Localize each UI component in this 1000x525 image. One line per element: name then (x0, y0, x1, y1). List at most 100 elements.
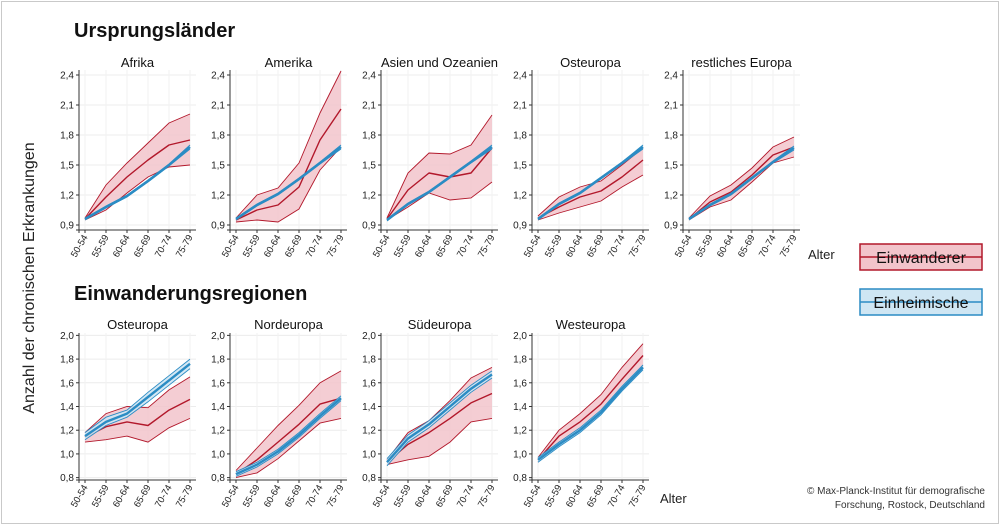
immigrant-band (85, 114, 190, 220)
x-tick-label: 70-74 (606, 233, 628, 260)
y-tick-label: 2,1 (60, 101, 74, 112)
x-tick-label: 75-79 (627, 483, 649, 510)
x-tick-label: 50-54 (220, 483, 242, 510)
immigrant-hi-line (537, 343, 644, 458)
native-lo-line (537, 369, 644, 463)
panel-title: Asien und Ozeanien (381, 55, 498, 70)
x-tick-label: 55-59 (392, 233, 414, 260)
panel-2-4: 0,8 1,0 1,2 1,4 1,6 1,8 2,0 50-54 55-59 60-64 65-6… (513, 317, 649, 510)
y-tick-label: 0,8 (362, 473, 376, 484)
native-line (235, 397, 342, 476)
x-tick-label: 55-59 (694, 233, 716, 260)
immigrant-band (236, 71, 341, 222)
legend-item-native: Einheimische (859, 288, 983, 316)
x-tick-label: 55-59 (543, 233, 565, 260)
x-tick-label: 70-74 (153, 233, 175, 260)
x-tick-label: 60-64 (715, 233, 737, 260)
y-tick-label: 2,4 (60, 71, 74, 82)
y-tick-label: 0,8 (513, 473, 527, 484)
y-tick-label: 1,0 (60, 449, 74, 460)
y-tick-label: 2,0 (362, 331, 376, 342)
native-line (688, 147, 795, 220)
immigrant-line (537, 355, 644, 461)
immigrant-line (386, 392, 493, 463)
native-line (84, 362, 191, 438)
immigrant-lo-line (537, 174, 644, 221)
immigrant-lo-line (386, 417, 493, 466)
immigrant-lo-line (235, 417, 342, 479)
x-tick-label: 50-54 (371, 483, 393, 510)
immigrant-line (84, 398, 191, 438)
y-tick-label: 1,5 (60, 161, 74, 172)
x-tick-label: 50-54 (371, 233, 393, 260)
panel-title: Osteuropa (560, 55, 621, 70)
immigrant-hi-line (386, 114, 493, 219)
credit-line-1: © Max-Planck-Institut für demografische (807, 486, 985, 497)
panel-title: Westeuropa (556, 317, 627, 332)
immigrant-hi-line (84, 113, 191, 219)
panel-title: Osteuropa (107, 317, 168, 332)
x-tick-label: 75-79 (627, 233, 649, 260)
y-tick-label: 1,6 (211, 378, 225, 389)
immigrant-line (235, 397, 342, 475)
y-tick-label: 1,2 (513, 426, 527, 437)
x-axis-label-bottom: Alter (660, 491, 687, 506)
panel-1-3: 0,9 1,2 1,5 1,8 2,1 2,4 50-54 55-59 60-64 65-69 70… (362, 55, 498, 260)
y-tick-label: 1,8 (211, 355, 225, 366)
x-axis-label-top: Alter (808, 247, 835, 262)
y-tick-label: 2,0 (513, 331, 527, 342)
x-tick-label: 65-69 (585, 483, 607, 510)
y-tick-label: 0,9 (513, 221, 527, 232)
immigrant-line (688, 146, 795, 220)
panel-1-4: 0,9 1,2 1,5 1,8 2,1 2,4 50-54 55-59 60-64 65-69 70… (513, 55, 649, 260)
y-tick-label: 2,1 (211, 101, 225, 112)
y-tick-label: 1,8 (362, 131, 376, 142)
y-tick-label: 1,8 (664, 131, 678, 142)
immigrant-lo-line (235, 146, 342, 223)
native-hi-line (537, 364, 644, 458)
x-tick-label: 75-79 (325, 233, 347, 260)
panel-title: Nordeuropa (254, 317, 323, 332)
x-tick-label: 50-54 (220, 233, 242, 260)
y-tick-label: 2,4 (664, 71, 678, 82)
x-tick-label: 65-69 (736, 233, 758, 260)
y-tick-label: 1,2 (60, 191, 74, 202)
section-title: Ursprungsländer (74, 20, 235, 42)
section-title: Einwanderungsregionen (74, 283, 307, 305)
x-tick-label: 50-54 (673, 233, 695, 260)
y-tick-label: 1,2 (60, 426, 74, 437)
credit-line-2: Forschung, Rostock, Deutschland (835, 500, 985, 511)
panel-1-5: 0,9 1,2 1,5 1,8 2,1 2,4 50-54 55-59 60-64 65-69 70… (664, 55, 800, 260)
immigrant-hi-line (235, 70, 342, 219)
x-tick-label: 65-69 (585, 233, 607, 260)
x-tick-label: 75-79 (476, 483, 498, 510)
y-tick-label: 2,1 (513, 101, 527, 112)
y-tick-label: 1,6 (362, 378, 376, 389)
x-tick-label: 55-59 (543, 483, 565, 510)
y-tick-label: 1,2 (513, 191, 527, 202)
x-tick-label: 60-64 (413, 233, 435, 260)
y-tick-label: 1,4 (513, 402, 527, 413)
x-tick-label: 75-79 (174, 483, 196, 510)
legend-item-immigrant: Einwanderer (859, 243, 983, 271)
y-tick-label: 1,5 (362, 161, 376, 172)
native-line (84, 146, 191, 221)
y-tick-label: 2,4 (362, 71, 376, 82)
x-tick-label: 70-74 (304, 483, 326, 510)
panel-title: Afrika (121, 55, 155, 70)
x-tick-label: 75-79 (174, 233, 196, 260)
y-tick-label: 2,0 (211, 331, 225, 342)
y-tick-label: 1,8 (60, 355, 74, 366)
x-tick-label: 55-59 (241, 483, 263, 510)
immigrant-hi-line (688, 136, 795, 219)
immigrant-line (537, 159, 644, 219)
immigrant-band (387, 115, 492, 220)
y-tick-label: 1,6 (60, 378, 74, 389)
immigrant-lo-line (84, 164, 191, 221)
x-tick-label: 60-64 (564, 483, 586, 510)
y-tick-label: 0,9 (362, 221, 376, 232)
y-tick-label: 1,4 (211, 402, 225, 413)
x-tick-label: 65-69 (283, 483, 305, 510)
